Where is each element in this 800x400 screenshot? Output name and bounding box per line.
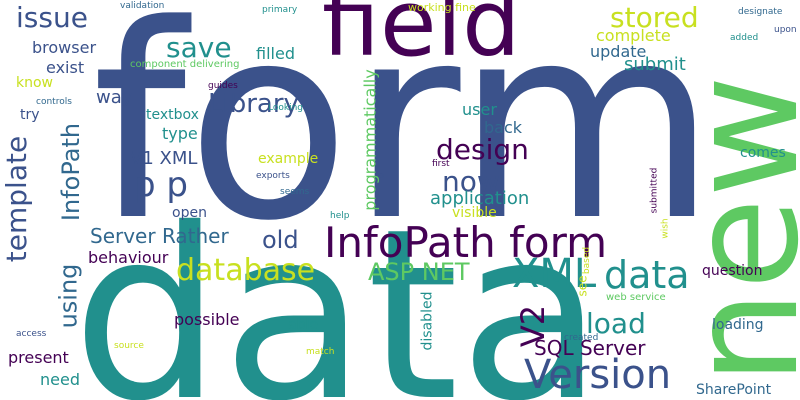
word-user: user xyxy=(462,100,497,119)
word-behaviour: behaviour xyxy=(88,248,169,267)
word-p-p: p p xyxy=(134,165,188,205)
word-server-rather: Server Rather xyxy=(90,224,229,248)
word-field: field xyxy=(322,0,521,77)
word-programmatically: programmatically xyxy=(360,69,380,211)
word-know: know xyxy=(16,75,53,91)
word-now: now xyxy=(442,165,500,198)
word-application: application xyxy=(430,188,530,209)
word-asp-net: ASP NET xyxy=(368,258,470,286)
word-way: way xyxy=(96,87,133,108)
word-wish: wish xyxy=(660,218,671,239)
word-added: added xyxy=(730,33,759,43)
word-issue: issue xyxy=(16,1,88,34)
word-created: created xyxy=(564,333,599,343)
word-try: try xyxy=(20,107,40,123)
word-able: able xyxy=(288,317,318,333)
word-infopath: InfoPath xyxy=(57,122,86,222)
word-data-small: data xyxy=(604,253,690,297)
word-v1-xml: V1 XML xyxy=(130,148,198,169)
word-using: using xyxy=(54,263,83,329)
word-upon: upon xyxy=(774,25,797,35)
word-library: Library xyxy=(208,89,299,119)
word-infopath-form: InfoPath form xyxy=(324,218,608,267)
word-type: type xyxy=(162,124,198,143)
word-source: source xyxy=(114,341,144,351)
word-version: Version xyxy=(524,352,672,398)
word-need: need xyxy=(40,370,80,389)
word-exist: exist xyxy=(46,58,85,77)
word-xml: XML xyxy=(512,251,597,297)
word-back: back xyxy=(484,118,523,137)
word-design: design xyxy=(436,133,529,166)
word-validation: validation xyxy=(120,1,165,11)
word-comes: comes xyxy=(740,145,786,161)
word-match: match xyxy=(306,347,335,357)
word-primary: primary xyxy=(262,5,298,15)
word-exports: exports xyxy=(256,171,290,181)
word-data: data xyxy=(72,178,604,400)
word-submitted: submitted xyxy=(649,167,660,214)
word-browser: browser xyxy=(32,38,97,57)
word-filled: filled xyxy=(256,44,295,63)
word-p: p xyxy=(378,171,384,181)
word-web-service: web service xyxy=(606,292,666,303)
word-textbox: textbox xyxy=(146,107,199,123)
word-loading: loading xyxy=(712,317,764,333)
word-question: question xyxy=(702,263,763,279)
word-controls: controls xyxy=(36,97,72,107)
word-submit: submit xyxy=(624,54,686,75)
word-complete: complete xyxy=(596,26,671,45)
word-old: old xyxy=(262,226,299,254)
word-see: see xyxy=(575,275,590,297)
word-designate: designate xyxy=(738,7,783,17)
word-example: example xyxy=(258,151,319,167)
word-seems: seems xyxy=(280,187,310,197)
word-working-fine: working fine xyxy=(408,1,476,14)
word-template: template xyxy=(0,135,34,263)
word-present: present xyxy=(8,348,69,367)
word-sharepoint: SharePoint xyxy=(696,382,772,398)
word-guides: guides xyxy=(208,81,238,91)
word-stored: stored xyxy=(610,1,699,34)
word-load: load xyxy=(586,307,646,340)
word-new: new xyxy=(658,74,800,386)
word-open: open xyxy=(172,205,207,221)
word-first: first xyxy=(432,159,450,169)
word-database: database xyxy=(176,253,316,288)
word-form: form xyxy=(92,0,717,280)
word-sql-server: SQL Server xyxy=(534,336,646,360)
word-component-delivering: component delivering xyxy=(130,59,240,70)
word-possible: possible xyxy=(174,310,240,329)
word-based: based xyxy=(582,246,593,275)
word-help: help xyxy=(330,211,350,221)
word-update: update xyxy=(590,42,647,61)
word-looking: Looking xyxy=(268,103,303,113)
word-v2: V2 xyxy=(514,304,553,348)
word-disabled: disabled xyxy=(419,291,436,351)
word-visible: visible xyxy=(452,205,497,221)
word-save: save xyxy=(166,31,232,64)
word-access: access xyxy=(16,329,47,339)
